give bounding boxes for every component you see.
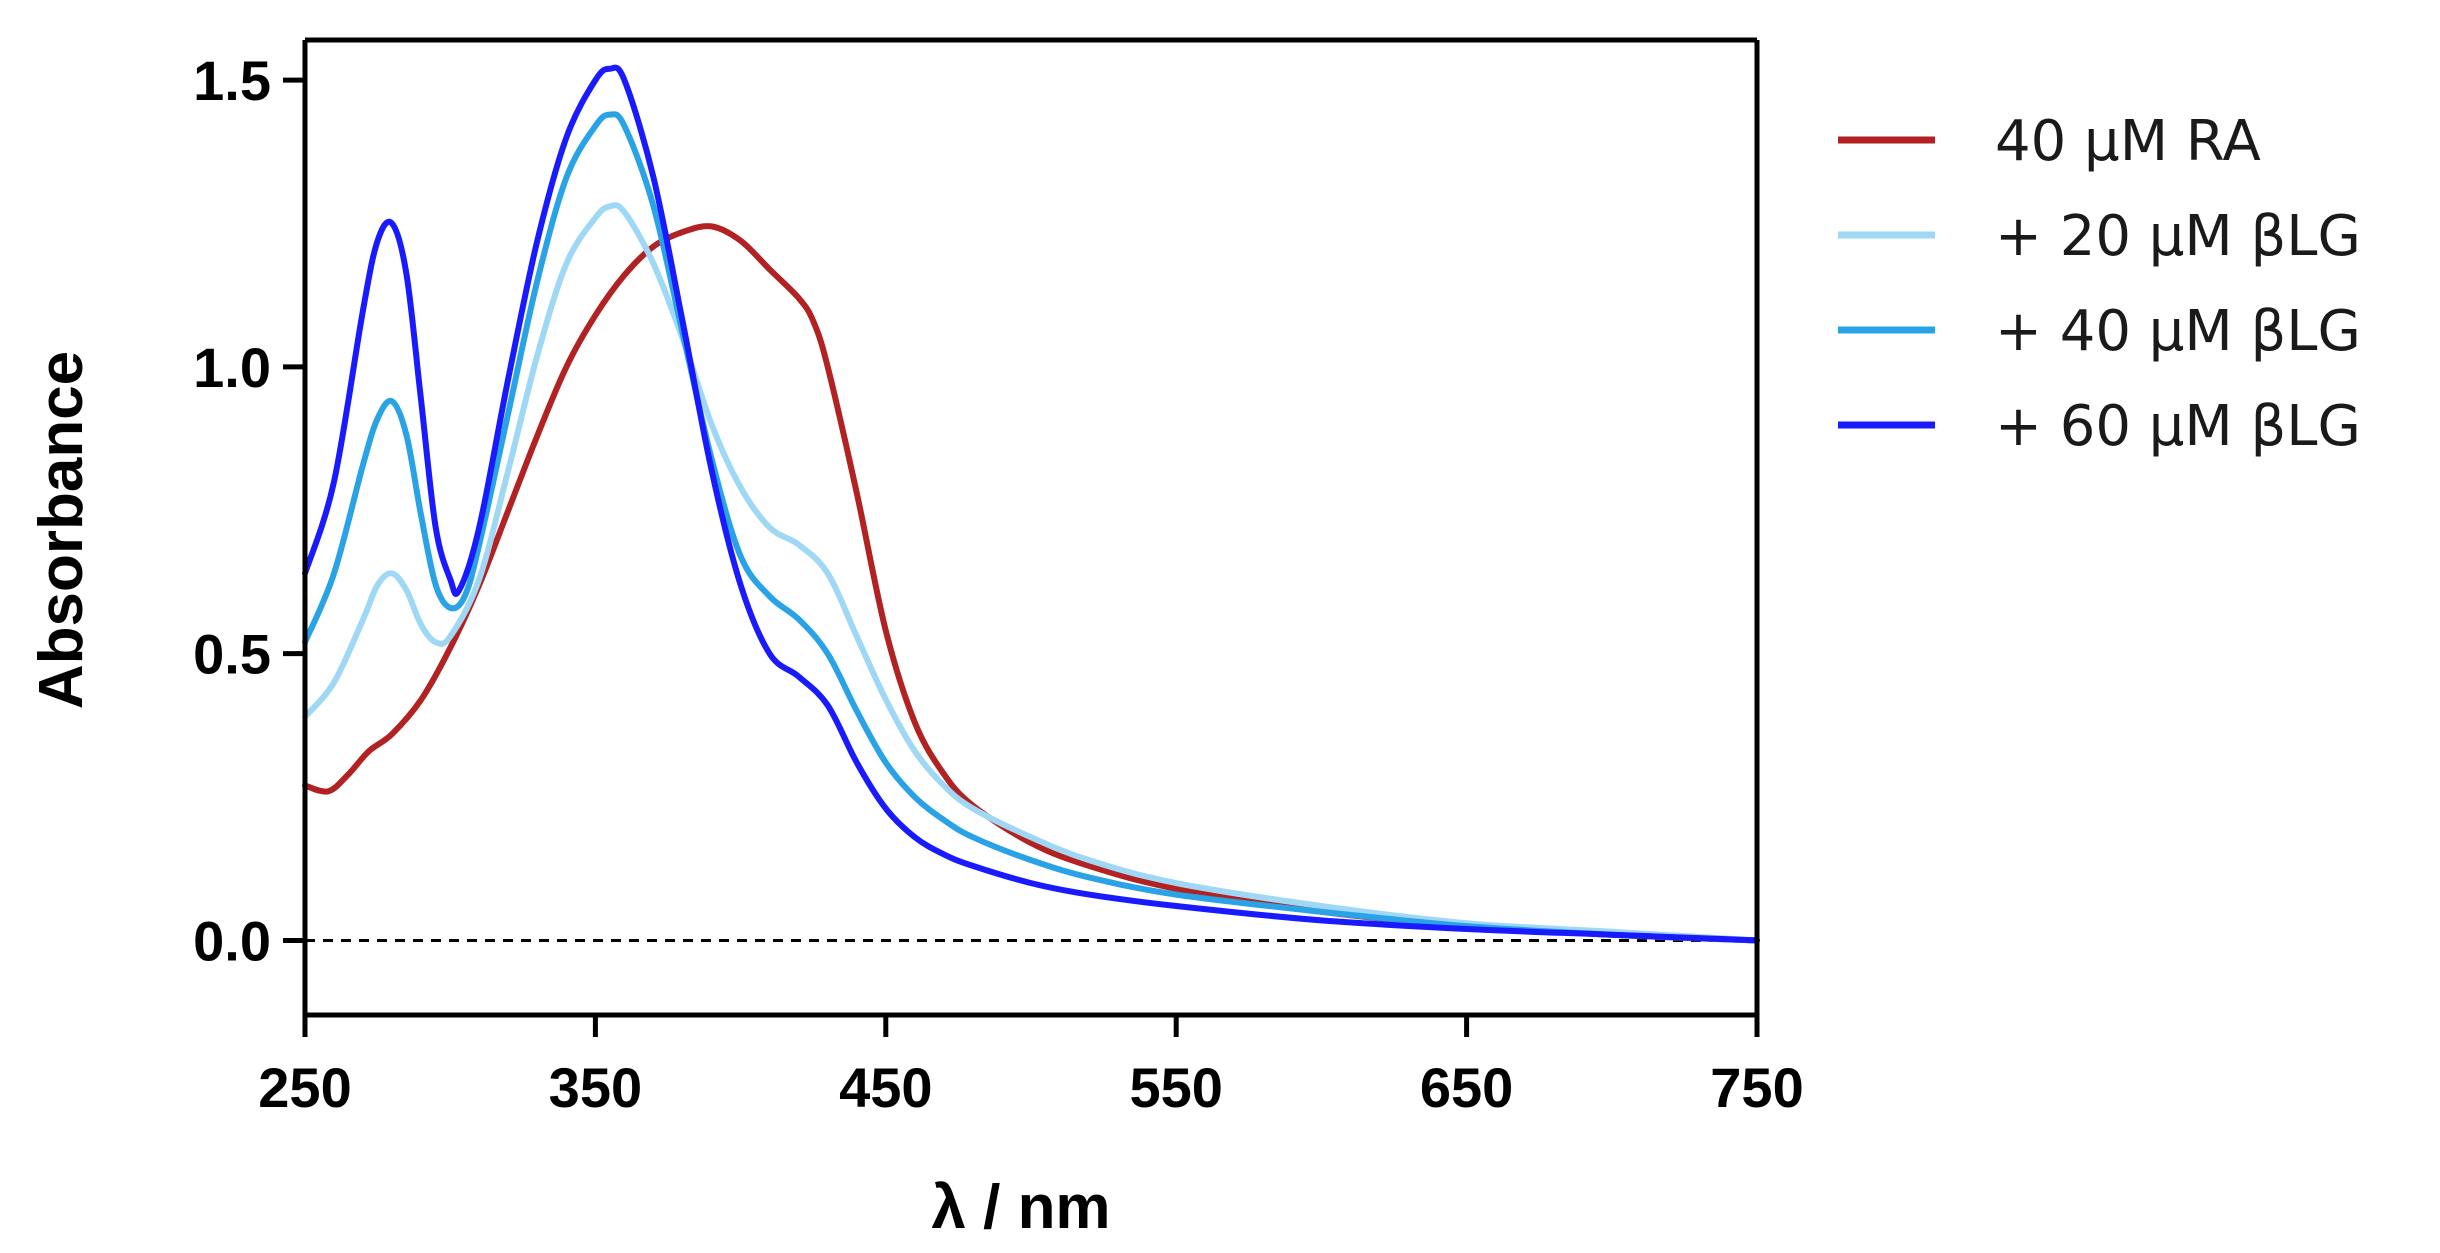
- legend-label-2: + 20 μM βLG: [1995, 204, 2361, 269]
- x-axis-title: λ / nm: [931, 1173, 1110, 1242]
- x-tick-label: 450: [839, 1056, 932, 1119]
- legend-label-1: 40 μM RA: [1995, 109, 2261, 174]
- x-tick-label: 250: [258, 1056, 351, 1119]
- legend-label-3: + 40 μM βLG: [1995, 299, 2361, 364]
- y-tick-label: 0.5: [193, 623, 271, 686]
- legend: 40 μM RA + 20 μM βLG + 40 μM βLG + 60 μM βL…: [1838, 109, 2361, 459]
- series-line-1: [302, 223, 1760, 944]
- legend-label-4: + 60 μM βLG: [1995, 394, 2361, 459]
- x-tick-label: 550: [1129, 1056, 1222, 1119]
- y-tick-label: 1.5: [193, 49, 271, 112]
- series-line-3: [302, 111, 1760, 944]
- x-tick-label: 650: [1420, 1056, 1513, 1119]
- x-tick-label: 750: [1710, 1056, 1803, 1119]
- x-tick-label: 350: [549, 1056, 642, 1119]
- y-tick-label: 0.0: [193, 909, 271, 972]
- y-axis-title: Absorbance: [27, 351, 96, 709]
- y-tick-label: 1.0: [193, 336, 271, 399]
- series-line-2: [302, 202, 1760, 944]
- series-line-4: [302, 64, 1760, 944]
